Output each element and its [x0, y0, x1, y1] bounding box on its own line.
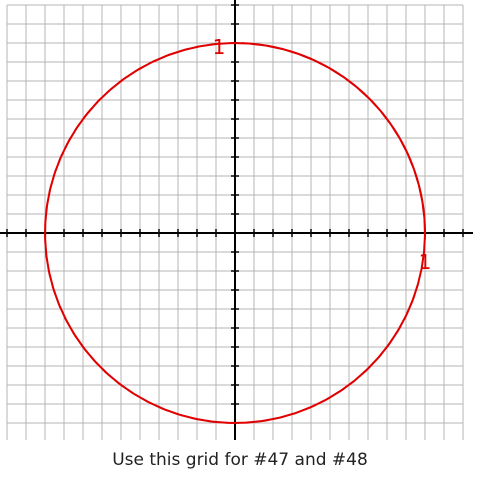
coordinate-grid-figure: 1 1 — [0, 0, 480, 440]
grid-caption: Use this grid for #47 and #48 — [112, 450, 368, 470]
circle-label-right: 1 — [419, 250, 432, 274]
axes — [0, 0, 473, 440]
axis-ticks — [6, 4, 464, 424]
circle-label-top: 1 — [213, 35, 226, 59]
unit-circle — [44, 42, 427, 424]
figure-background — [0, 0, 480, 440]
